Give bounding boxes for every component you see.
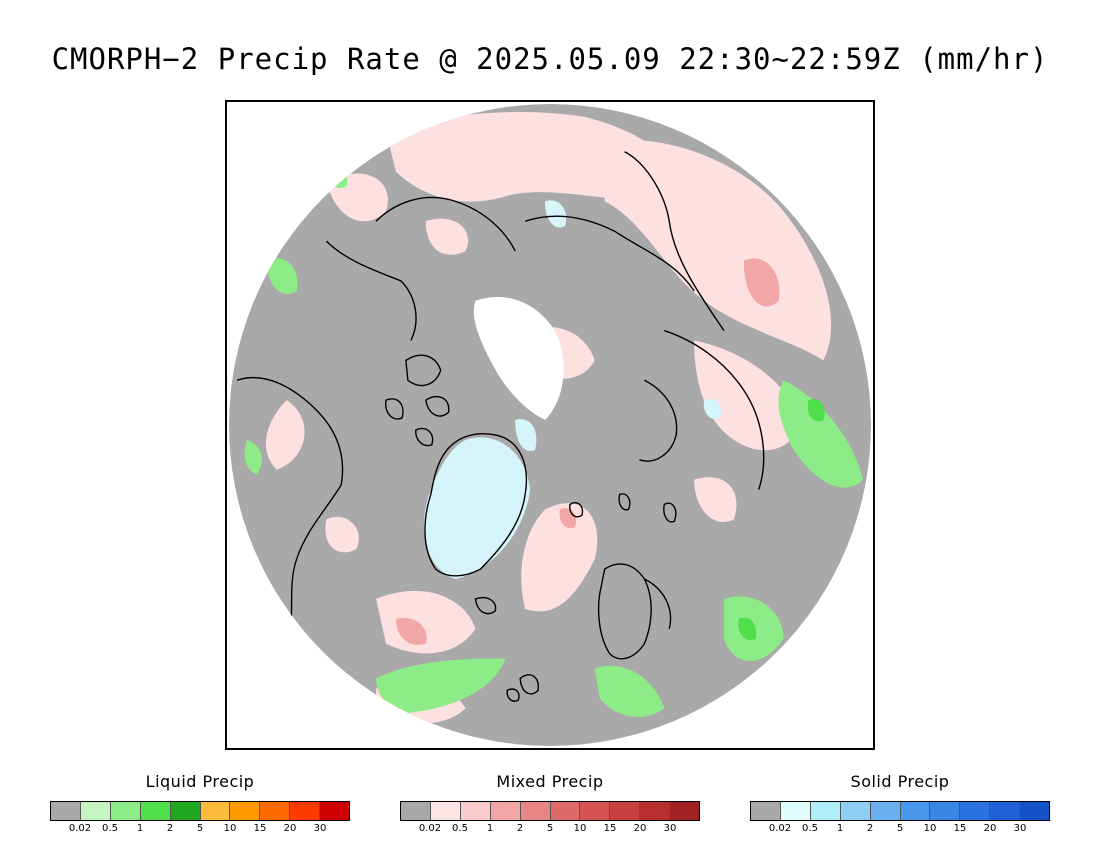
solid-tick-label: 2: [866, 823, 874, 834]
liquid-swatch-3: [140, 802, 171, 820]
solid-tick-label: 20: [983, 823, 997, 834]
solid-tick-label: 1: [836, 823, 844, 834]
solid-tick-label: 30: [1013, 823, 1027, 834]
solid-tick-label: 10: [923, 823, 937, 834]
liquid-swatch-0: [51, 802, 81, 820]
liquid-tick-label: 2: [166, 823, 174, 834]
missing-data-region: [473, 297, 564, 421]
legend-mixed: Mixed Precip 0.02 0.5 1 2 5 10 15 20 30: [400, 772, 700, 835]
legend-liquid: Liquid Precip 0.02 0.5 1 2 5 10 15 20 30: [50, 772, 350, 835]
solid-tick-label: 0.02: [768, 823, 792, 834]
mixed-tick-label: 10: [573, 823, 587, 834]
mixed-swatch-3: [490, 802, 521, 820]
mixed-swatch-6: [580, 802, 611, 820]
map-frame: [225, 100, 875, 750]
liquid-tick-label: 30: [313, 823, 327, 834]
legend-solid: Solid Precip 0.02 0.5 1 2 5 10 15 20 30: [750, 772, 1050, 835]
colorbar-mixed: [400, 801, 700, 821]
legend-title-liquid: Liquid Precip: [145, 772, 255, 791]
liquid-tick-label: 0.5: [102, 823, 118, 834]
liquid-swatch-4: [170, 802, 201, 820]
precip-map: [227, 102, 873, 748]
solid-tick-label: 15: [953, 823, 967, 834]
solid-swatch-5: [900, 802, 931, 820]
ticks-mixed: 0.02 0.5 1 2 5 10 15 20 30: [400, 821, 700, 835]
ticks-liquid: 0.02 0.5 1 2 5 10 15 20 30: [50, 821, 350, 835]
legend-title-mixed: Mixed Precip: [496, 772, 604, 791]
map-title: CMORPH−2 Precip Rate @ 2025.05.09 22:30~…: [51, 42, 1049, 76]
mixed-swatch-4: [520, 802, 551, 820]
mixed-tick-label: 30: [663, 823, 677, 834]
liquid-precip-moderate: [738, 398, 825, 640]
mixed-tick-label: 0.02: [418, 823, 442, 834]
solid-swatch-3: [840, 802, 871, 820]
mixed-swatch-9: [670, 802, 700, 820]
mixed-swatch-7: [610, 802, 641, 820]
solid-tick-label: 0.5: [802, 823, 818, 834]
mixed-swatch-8: [640, 802, 671, 820]
liquid-tick-label: 1: [136, 823, 144, 834]
liquid-swatch-7: [260, 802, 291, 820]
solid-swatch-0: [751, 802, 781, 820]
liquid-swatch-1: [80, 802, 111, 820]
solid-swatch-2: [810, 802, 841, 820]
liquid-swatch-6: [230, 802, 261, 820]
solid-swatch-4: [870, 802, 901, 820]
liquid-swatch-9: [320, 802, 350, 820]
liquid-swatch-2: [110, 802, 141, 820]
colorbar-solid: [750, 801, 1050, 821]
legend-title-solid: Solid Precip: [850, 772, 950, 791]
mixed-tick-label: 15: [603, 823, 617, 834]
mixed-tick-label: 20: [633, 823, 647, 834]
mixed-swatch-1: [430, 802, 461, 820]
liquid-tick-label: 5: [196, 823, 204, 834]
coastlines: [236, 151, 765, 702]
mixed-precip-moderate: [395, 258, 780, 645]
mixed-tick-label: 0.5: [452, 823, 468, 834]
solid-swatch-1: [780, 802, 811, 820]
mixed-swatch-5: [550, 802, 581, 820]
liquid-tick-label: 20: [283, 823, 297, 834]
liquid-tick-label: 10: [223, 823, 237, 834]
solid-swatch-6: [930, 802, 961, 820]
colorbar-liquid: [50, 801, 350, 821]
liquid-tick-label: 0.02: [68, 823, 92, 834]
mixed-tick-label: 1: [486, 823, 494, 834]
mixed-swatch-0: [401, 802, 431, 820]
liquid-swatch-5: [200, 802, 231, 820]
mixed-swatch-2: [460, 802, 491, 820]
ticks-solid: 0.02 0.5 1 2 5 10 15 20 30: [750, 821, 1050, 835]
mixed-tick-label: 5: [546, 823, 554, 834]
solid-swatch-9: [1020, 802, 1050, 820]
liquid-tick-label: 15: [253, 823, 267, 834]
liquid-swatch-8: [290, 802, 321, 820]
solid-tick-label: 5: [896, 823, 904, 834]
solid-swatch-7: [960, 802, 991, 820]
mixed-tick-label: 2: [516, 823, 524, 834]
solid-swatch-8: [990, 802, 1021, 820]
